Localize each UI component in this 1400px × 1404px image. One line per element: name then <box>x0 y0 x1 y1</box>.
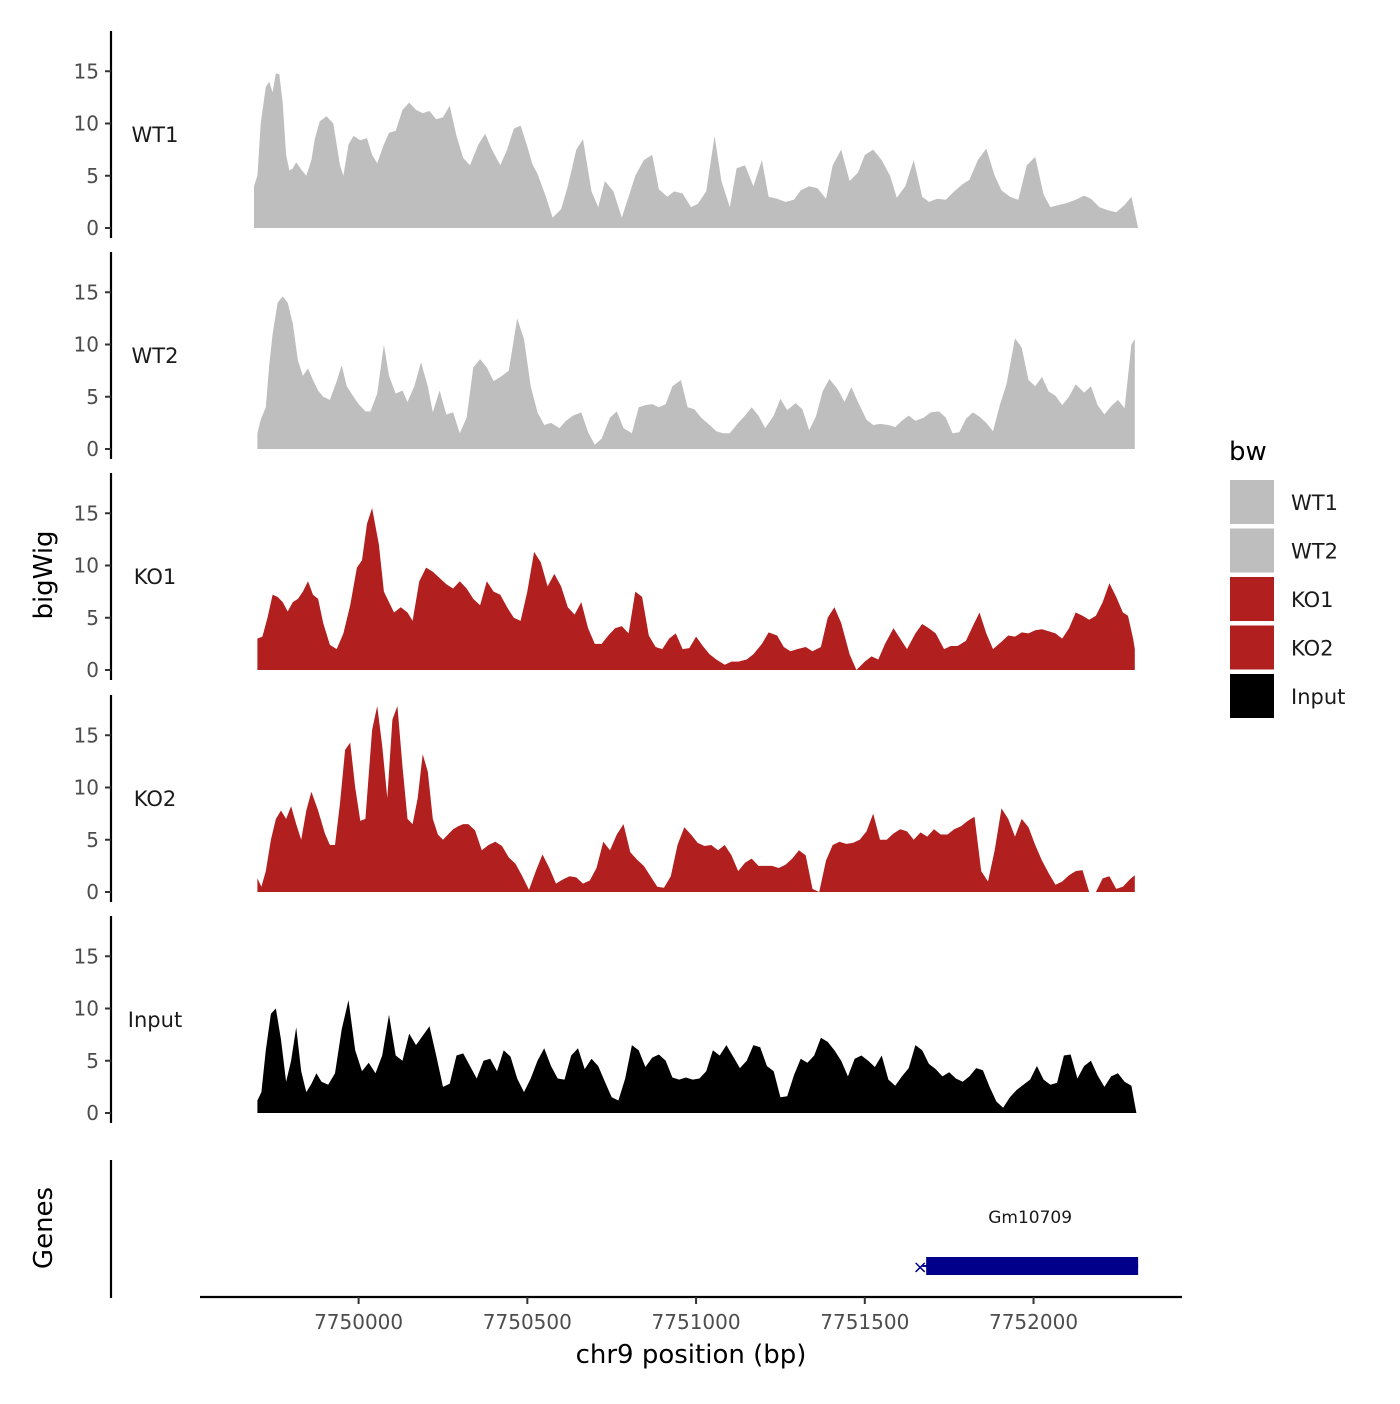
y-tick-label: 5 <box>86 164 99 188</box>
legend-swatch <box>1230 528 1274 573</box>
y-tick-label: 10 <box>74 333 99 357</box>
track-label-input: Input <box>128 1008 182 1032</box>
y-tick-label: 0 <box>86 437 99 461</box>
x-tick-label: 7751000 <box>652 1310 741 1334</box>
track-label-wt2: WT2 <box>132 344 179 368</box>
legend-label: WT1 <box>1291 491 1338 515</box>
gene-label: Gm10709 <box>988 1208 1072 1228</box>
track-label-wt1: WT1 <box>132 123 179 147</box>
y-tick-label: 15 <box>74 944 99 968</box>
track-label-ko1: KO1 <box>134 565 177 589</box>
legend-swatch <box>1230 480 1274 524</box>
x-tick-label: 7750500 <box>483 1310 572 1334</box>
legend-label: KO2 <box>1291 637 1334 661</box>
area-ko2 <box>257 706 1135 892</box>
y-tick-label: 10 <box>74 554 99 578</box>
y-tick-label: 0 <box>86 216 99 240</box>
legend-label: WT2 <box>1291 540 1338 564</box>
y-tick-label: 10 <box>74 112 99 136</box>
x-tick-label: 7751500 <box>820 1310 909 1334</box>
legend-swatch <box>1230 625 1274 670</box>
legend-label: KO1 <box>1291 588 1334 612</box>
y-tick-label: 5 <box>86 385 99 409</box>
area-input <box>257 1000 1137 1113</box>
y-tick-label: 0 <box>86 1101 99 1125</box>
legend-swatch <box>1230 577 1274 621</box>
x-tick-label: 7750000 <box>314 1310 403 1334</box>
y-tick-label: 0 <box>86 880 99 904</box>
legend-title: bw <box>1229 437 1267 467</box>
y-tick-label: 15 <box>74 501 99 525</box>
y-tick-label: 5 <box>86 1049 99 1073</box>
legend-label: Input <box>1291 685 1345 709</box>
y-tick-label: 0 <box>86 658 99 682</box>
genes-axis-title: Genes <box>29 1187 59 1269</box>
area-ko1 <box>257 508 1135 670</box>
gene-body <box>926 1257 1139 1275</box>
y-tick-label: 15 <box>74 280 99 304</box>
area-wt1 <box>254 73 1139 228</box>
y-axis-title: bigWig <box>29 530 59 619</box>
y-tick-label: 5 <box>86 828 99 852</box>
track-label-ko2: KO2 <box>134 787 177 811</box>
x-axis-title: chr9 position (bp) <box>576 1340 807 1370</box>
y-tick-label: 5 <box>86 606 99 630</box>
x-tick-label: 7752000 <box>989 1310 1078 1334</box>
y-tick-label: 10 <box>74 776 99 800</box>
y-tick-label: 15 <box>74 59 99 83</box>
strand-marker-icon: × <box>913 1257 928 1278</box>
legend-swatch <box>1230 674 1274 718</box>
y-tick-label: 10 <box>74 997 99 1021</box>
area-wt2 <box>257 296 1135 449</box>
y-tick-label: 15 <box>74 723 99 747</box>
